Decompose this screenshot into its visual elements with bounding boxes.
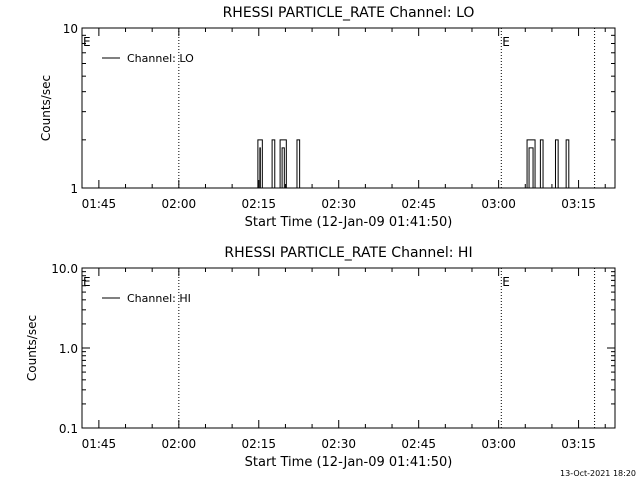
y-tick-label: 10	[63, 22, 78, 36]
x-tick-label: 02:45	[401, 197, 436, 211]
event-marker: E	[502, 35, 510, 49]
y-tick-label: 1.0	[59, 342, 78, 356]
y-tick-label: 1	[70, 182, 78, 196]
x-tick-label: 01:45	[82, 197, 117, 211]
data-spike	[539, 139, 544, 188]
y-tick-label: 0.1	[59, 422, 78, 436]
event-marker: E	[83, 35, 91, 49]
y-axis-label: Counts/sec	[39, 75, 53, 141]
data-spike-inner	[528, 147, 534, 188]
event-marker: E	[83, 275, 91, 289]
x-tick-label: 03:15	[561, 437, 596, 451]
data-spike	[271, 139, 276, 188]
x-tick-label: 03:00	[481, 437, 516, 451]
y-tick-label: 10.0	[51, 262, 78, 276]
x-axis-label: Start Time (12-Jan-09 01:41:50)	[245, 215, 453, 230]
data-spike	[565, 139, 570, 188]
x-tick-label: 03:15	[561, 197, 596, 211]
chart-title: RHESSI PARTICLE_RATE Channel: LO	[223, 5, 475, 21]
x-tick-label: 03:00	[481, 197, 516, 211]
x-tick-label: 01:45	[82, 437, 117, 451]
legend-entry: Channel: LO	[127, 52, 194, 65]
event-marker: E	[502, 275, 510, 289]
plot-frame	[81, 27, 616, 189]
x-tick-label: 02:45	[401, 437, 436, 451]
x-tick-label: 02:15	[241, 197, 276, 211]
y-axis-label: Counts/sec	[25, 315, 39, 381]
chart-title: RHESSI PARTICLE_RATE Channel: HI	[224, 245, 472, 261]
data-spike	[526, 139, 536, 188]
x-tick-label: 02:15	[241, 437, 276, 451]
data-spike	[554, 139, 559, 188]
data-spike	[279, 139, 287, 188]
x-tick-label: 02:00	[162, 197, 197, 211]
x-tick-label: 02:00	[162, 437, 197, 451]
data-spike-inner	[281, 147, 285, 188]
x-tick-label: 02:30	[321, 197, 356, 211]
data-spike	[296, 139, 301, 188]
x-axis-label: Start Time (12-Jan-09 01:41:50)	[245, 455, 453, 470]
legend-entry: Channel: HI	[127, 292, 191, 305]
data-spike	[257, 139, 263, 188]
x-tick-label: 02:30	[321, 437, 356, 451]
footer-timestamp: 13-Oct-2021 18:20	[560, 469, 636, 478]
